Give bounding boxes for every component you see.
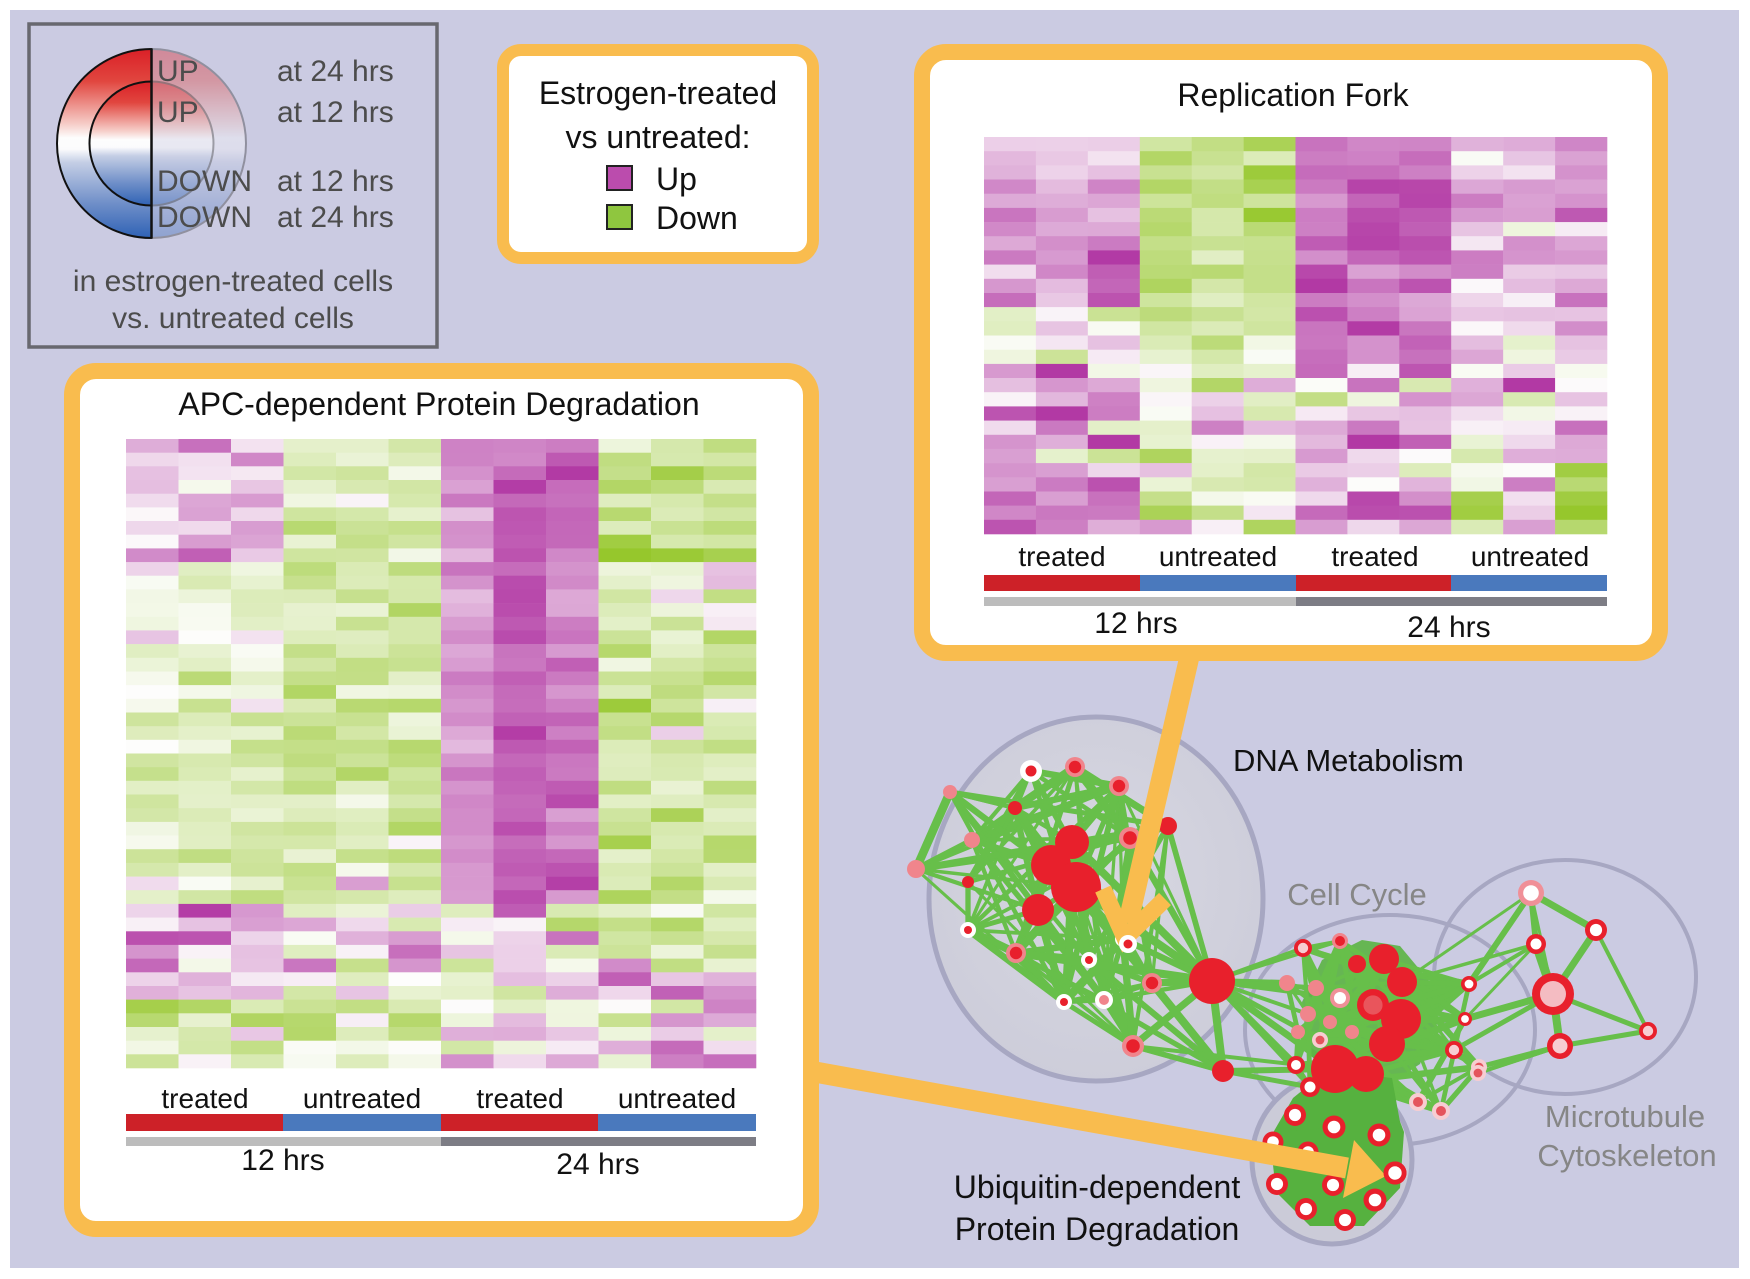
svg-text:Estrogen-treated: Estrogen-treated [539, 75, 777, 111]
svg-text:Cell Cycle: Cell Cycle [1287, 877, 1427, 912]
svg-text:in estrogen-treated cells: in estrogen-treated cells [73, 265, 393, 298]
svg-text:vs untreated:: vs untreated: [566, 119, 751, 155]
svg-text:APC-dependent Protein Degradat: APC-dependent Protein Degradation [178, 386, 699, 422]
svg-text:vs. untreated cells: vs. untreated cells [112, 302, 354, 335]
svg-text:Microtubule: Microtubule [1545, 1099, 1705, 1134]
svg-text:Protein Degradation: Protein Degradation [955, 1211, 1240, 1247]
svg-text:DNA Metabolism: DNA Metabolism [1233, 743, 1464, 778]
svg-text:at 12 hrs: at 12 hrs [277, 96, 394, 129]
svg-text:Replication Fork: Replication Fork [1177, 77, 1409, 113]
svg-text:untreated: untreated [303, 1083, 421, 1114]
svg-text:DOWN: DOWN [157, 165, 252, 198]
svg-text:treated: treated [161, 1083, 248, 1114]
svg-text:treated: treated [1331, 541, 1418, 572]
svg-text:24 hrs: 24 hrs [1407, 611, 1490, 644]
svg-text:UP: UP [157, 55, 199, 88]
svg-text:untreated: untreated [1159, 541, 1277, 572]
svg-text:treated: treated [1018, 541, 1105, 572]
svg-text:treated: treated [476, 1083, 563, 1114]
svg-text:untreated: untreated [618, 1083, 736, 1114]
svg-text:DOWN: DOWN [157, 201, 252, 234]
svg-text:Up: Up [656, 161, 697, 197]
svg-text:at 24 hrs: at 24 hrs [277, 55, 394, 88]
svg-text:12 hrs: 12 hrs [1094, 607, 1177, 640]
svg-text:untreated: untreated [1471, 541, 1589, 572]
svg-text:12 hrs: 12 hrs [241, 1144, 324, 1177]
svg-text:Cytoskeleton: Cytoskeleton [1537, 1138, 1716, 1173]
svg-text:at 12 hrs: at 12 hrs [277, 165, 394, 198]
svg-text:at 24 hrs: at 24 hrs [277, 201, 394, 234]
svg-text:UP: UP [157, 96, 199, 129]
svg-text:Down: Down [656, 200, 738, 236]
svg-text:Ubiquitin-dependent: Ubiquitin-dependent [954, 1169, 1241, 1205]
svg-text:24 hrs: 24 hrs [556, 1148, 639, 1181]
